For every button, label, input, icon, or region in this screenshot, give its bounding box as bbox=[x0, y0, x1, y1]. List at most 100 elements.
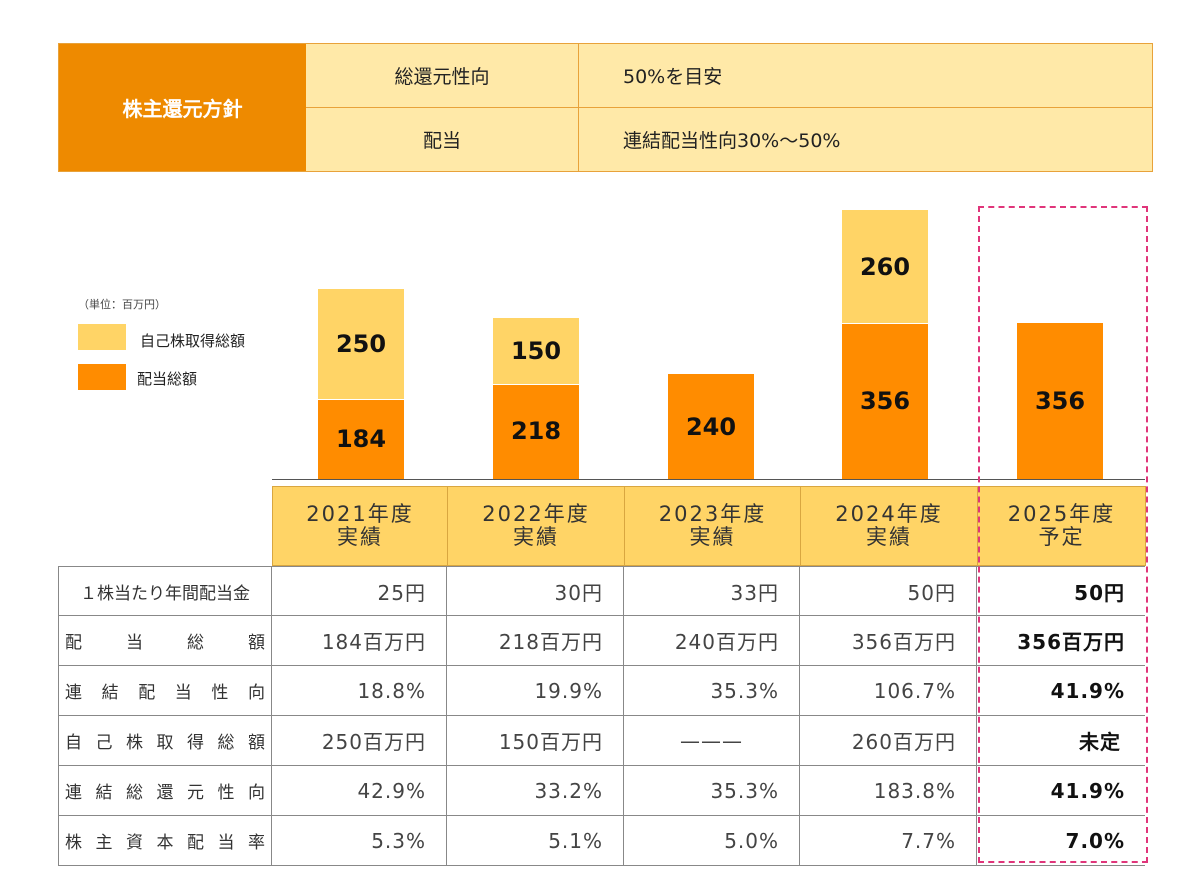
row-label-char: 総 bbox=[187, 633, 204, 653]
row-label-char: 性 bbox=[211, 683, 229, 703]
bar-buyback: 150 bbox=[493, 318, 579, 385]
row-label-char: 連 bbox=[65, 783, 82, 803]
table-cell: 5.0% bbox=[624, 816, 800, 866]
table-cell: 7.0% bbox=[977, 816, 1145, 866]
bar-buyback: 260 bbox=[842, 209, 928, 325]
row-label-char: 主 bbox=[95, 833, 113, 853]
row-label-char: 還 bbox=[156, 783, 174, 803]
row-label-char: 当 bbox=[174, 683, 192, 703]
row-label-char: 本 bbox=[156, 833, 174, 853]
table-cell: 356百万円 bbox=[977, 616, 1145, 666]
row-label-char: 総 bbox=[126, 783, 143, 803]
table-cell: 30円 bbox=[447, 566, 624, 616]
table-cell: 50円 bbox=[977, 566, 1145, 616]
year-header-line: 2021年度 bbox=[306, 502, 414, 526]
table-cell: 19.9% bbox=[447, 666, 624, 716]
row-label: 連結総還元性向 bbox=[58, 766, 272, 816]
bar-dividend: 240 bbox=[668, 374, 754, 479]
row-label-char: 得 bbox=[187, 733, 204, 753]
year-header-line: 2022年度 bbox=[482, 502, 590, 526]
row-label-char: 己 bbox=[95, 733, 113, 753]
legend-label-dividend: 配当総額 bbox=[137, 370, 198, 388]
row-label-char: 配 bbox=[65, 633, 82, 653]
table-cell: 33円 bbox=[624, 566, 800, 616]
row-label-char: 元 bbox=[187, 783, 204, 803]
table-cell: 41.9% bbox=[977, 766, 1145, 816]
table-cell: 18.8% bbox=[272, 666, 447, 716]
table-cell: 250百万円 bbox=[272, 716, 447, 766]
bar-buyback: 250 bbox=[318, 289, 404, 400]
row-label-char: 額 bbox=[248, 733, 265, 753]
table-cell: 7.7% bbox=[800, 816, 977, 866]
shareholder-return-policy-table: 株主還元方針 総還元性向 50%を目安 配当 連結配当性向30%〜50% bbox=[58, 43, 1153, 172]
row-label: 配当総額 bbox=[58, 616, 272, 666]
bar-dividend: 218 bbox=[493, 383, 579, 479]
legend-label-buyback: 自己株取得総額 bbox=[140, 332, 246, 350]
year-header: 2023年度 実績 bbox=[624, 486, 801, 566]
unit-note: （単位：百万円） bbox=[78, 298, 166, 311]
table-cell: 41.9% bbox=[977, 666, 1145, 716]
row-label-char: 向 bbox=[247, 683, 265, 703]
row-label-char: 額 bbox=[248, 633, 265, 653]
table-cell: 35.3% bbox=[624, 666, 800, 716]
policy-label: 配当 bbox=[306, 108, 579, 171]
year-header-line: 2025年度 bbox=[1007, 502, 1116, 526]
row-label-char: 株 bbox=[65, 833, 82, 853]
year-header-line: 2024年度 bbox=[835, 502, 943, 526]
table-cell: 106.7% bbox=[800, 666, 977, 716]
year-header-line: 予定 bbox=[1038, 525, 1085, 549]
stacked-bar-chart: 184 250 218 150 240 356 260 356 bbox=[318, 209, 1103, 479]
row-label: １株当たり年間配当金 bbox=[58, 566, 272, 616]
table-cell: 25円 bbox=[272, 566, 447, 616]
year-header: 2022年度 実績 bbox=[447, 486, 625, 566]
table-cell: 240百万円 bbox=[624, 616, 800, 666]
row-label: 自己株取得総額 bbox=[58, 716, 272, 766]
table-cell: 50円 bbox=[800, 566, 977, 616]
row-label: 株主資本配当率 bbox=[58, 816, 272, 866]
year-header: 2024年度 実績 bbox=[800, 486, 978, 566]
table-cell: 260百万円 bbox=[800, 716, 977, 766]
table-cell: 33.2% bbox=[447, 766, 624, 816]
row-label-char: 性 bbox=[217, 783, 235, 803]
row-label-char: 結 bbox=[95, 783, 113, 803]
year-header: 2025年度 予定 bbox=[977, 486, 1146, 566]
row-label-char: 配 bbox=[187, 833, 204, 853]
table-cell: 未定 bbox=[977, 716, 1145, 766]
row-label-char: 率 bbox=[248, 833, 265, 853]
table-cell: 5.3% bbox=[272, 816, 447, 866]
year-header-line: 実績 bbox=[513, 525, 559, 549]
year-header-line: 実績 bbox=[866, 525, 912, 549]
row-label-char: 当 bbox=[126, 633, 143, 653]
table-cell: 183.8% bbox=[800, 766, 977, 816]
table-cell: 184百万円 bbox=[272, 616, 447, 666]
row-label-char: 自 bbox=[65, 733, 82, 753]
table-cell: 356百万円 bbox=[800, 616, 977, 666]
row-label-char: 株 bbox=[126, 733, 143, 753]
year-header: 2021年度 実績 bbox=[272, 486, 448, 566]
table-cell: 150百万円 bbox=[447, 716, 624, 766]
year-header-line: 実績 bbox=[689, 525, 736, 549]
table-cell: ——— bbox=[624, 716, 800, 766]
bar-dividend: 356 bbox=[842, 323, 928, 479]
year-header-line: 実績 bbox=[337, 525, 383, 549]
table-cell: 218百万円 bbox=[447, 616, 624, 666]
policy-label: 総還元性向 bbox=[306, 44, 579, 108]
row-label-char: 当 bbox=[217, 833, 235, 853]
policy-title: 株主還元方針 bbox=[59, 44, 306, 171]
row-label-char: 連 bbox=[65, 683, 82, 703]
table-cell: 42.9% bbox=[272, 766, 447, 816]
row-label-char: 結 bbox=[101, 683, 119, 703]
row-label: 連結配当性向 bbox=[58, 666, 272, 716]
year-header-line: 2023年度 bbox=[658, 502, 767, 526]
legend-swatch-dividend bbox=[78, 364, 126, 390]
row-label-text: １株当たり年間配当金 bbox=[80, 583, 250, 604]
legend-swatch-buyback bbox=[78, 324, 126, 350]
table-cell: 35.3% bbox=[624, 766, 800, 816]
row-label-char: 総 bbox=[217, 733, 235, 753]
bar-dividend: 184 bbox=[318, 398, 404, 479]
row-label-char: 配 bbox=[138, 683, 156, 703]
row-label-char: 取 bbox=[156, 733, 174, 753]
policy-value: 連結配当性向30%〜50% bbox=[579, 108, 1152, 171]
bar-dividend: 356 bbox=[1017, 323, 1103, 479]
row-label-char: 向 bbox=[248, 783, 265, 803]
